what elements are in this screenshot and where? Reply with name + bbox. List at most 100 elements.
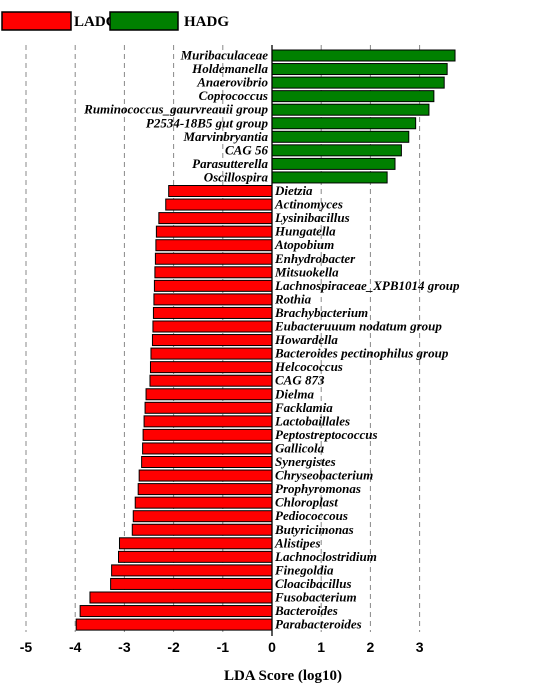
bar-label: Rothia xyxy=(274,291,312,306)
bar xyxy=(149,374,273,387)
bar xyxy=(149,361,273,374)
bar-label: Facklamia xyxy=(274,400,333,415)
bar xyxy=(271,90,435,103)
legend-label-ladg: LADG xyxy=(74,14,118,30)
bar xyxy=(271,157,396,170)
bars xyxy=(75,49,456,631)
x-tick-label: -4 xyxy=(69,639,82,655)
bar-label: Lachnoclostridium xyxy=(274,549,377,564)
bar xyxy=(271,117,417,130)
bar-label: Dielma xyxy=(274,386,314,401)
bar xyxy=(271,144,402,157)
bar-label: Parasutterella xyxy=(192,156,268,171)
bar-label: Enhydrobacter xyxy=(274,251,356,266)
bar-label: Brachybacterium xyxy=(274,305,368,320)
bar-label: P2534-18B5 gut group xyxy=(146,115,269,130)
bar-label: Parabacteroides xyxy=(275,617,362,632)
bar xyxy=(271,171,388,184)
bar-label: Actinomyces xyxy=(274,197,343,212)
bar-label: Hungatella xyxy=(274,224,336,239)
x-axis: -5 -4 -3 -2 -1 0 1 2 3 xyxy=(20,45,424,655)
bar-label: Butyricimonas xyxy=(274,522,354,537)
x-tick-label: 0 xyxy=(268,639,276,655)
bar xyxy=(79,605,273,618)
bar xyxy=(271,76,445,89)
bar xyxy=(154,266,273,279)
bar xyxy=(271,103,430,116)
bar xyxy=(155,239,273,252)
bar xyxy=(271,130,410,143)
bar-label: Prophyromonas xyxy=(275,481,361,496)
bar-label: Anaerovibrio xyxy=(196,75,268,90)
bar-labels: MuribaculaceaeHoldemanellaAnaerovibrioCo… xyxy=(83,48,460,632)
bar xyxy=(151,334,273,347)
bar xyxy=(144,401,273,414)
legend-swatch-hadg xyxy=(109,11,179,31)
bar xyxy=(89,591,273,604)
bar xyxy=(271,49,456,62)
bar xyxy=(118,537,273,550)
bar xyxy=(75,618,273,631)
bar-label: Bacteroides pectinophilus group xyxy=(274,346,449,361)
legend-swatch-ladg xyxy=(1,11,72,31)
bar-label: Lysinibacillus xyxy=(274,210,350,225)
bar-label: Chloroplast xyxy=(275,495,338,510)
bar xyxy=(154,252,273,265)
bar xyxy=(137,483,273,496)
x-tick-label: -5 xyxy=(20,639,33,655)
x-tick-label: -2 xyxy=(167,639,180,655)
bar xyxy=(117,550,273,563)
legend-label-hadg: HADG xyxy=(184,14,229,30)
x-tick-label: -1 xyxy=(217,639,230,655)
bar xyxy=(111,564,273,577)
bar xyxy=(271,63,448,76)
x-tick-label: 1 xyxy=(317,639,325,655)
bar xyxy=(150,347,273,360)
bar-label: Dietzia xyxy=(274,183,313,198)
bar xyxy=(155,225,273,238)
bar-label: Fusobacterium xyxy=(274,590,357,605)
bar xyxy=(132,510,273,523)
bar-label: CAG 873 xyxy=(275,373,325,388)
bar-label: Helcococcus xyxy=(274,359,343,374)
bar xyxy=(152,320,273,333)
bar-label: CAG 56 xyxy=(225,142,268,157)
x-tick-label: -3 xyxy=(118,639,131,655)
bar-label: Lactobaillales xyxy=(274,413,350,428)
bar-label: Muribaculaceae xyxy=(180,48,269,63)
bar-label: Lachnospiraceae_XPB1014 group xyxy=(274,278,460,293)
bar-label: Bacteroides xyxy=(274,603,338,618)
bar xyxy=(168,185,273,197)
bar xyxy=(134,496,273,509)
bar xyxy=(131,523,273,536)
bar-label: Oscillospira xyxy=(204,169,269,184)
bar xyxy=(142,442,273,455)
x-tick-label: 3 xyxy=(416,639,424,655)
bar xyxy=(153,293,273,306)
bar xyxy=(110,577,273,590)
x-tick-label: 2 xyxy=(367,639,375,655)
bar-label: Coprococcus xyxy=(199,88,268,103)
bar xyxy=(145,388,273,401)
bar xyxy=(152,306,273,319)
bar xyxy=(153,279,273,292)
bar-label: Atopobium xyxy=(274,237,334,252)
bar xyxy=(165,198,273,211)
x-axis-title: LDA Score (log10) xyxy=(224,668,342,684)
bar-label: Cloacibacillus xyxy=(275,576,352,591)
bar-label: Finegoldia xyxy=(274,562,334,577)
bar-label: Peptostreptococcus xyxy=(275,427,378,442)
bar xyxy=(142,428,273,441)
bar-label: Ruminococcus_gaurvreauii group xyxy=(83,102,268,117)
bar-label: Marvinbryantia xyxy=(182,129,268,144)
bar-label: Holdemanella xyxy=(191,61,268,76)
bar xyxy=(138,469,273,482)
bar xyxy=(141,456,273,468)
bar xyxy=(143,415,273,428)
bar-label: Alistipes xyxy=(274,535,321,550)
bar-label: Pediococcous xyxy=(275,508,348,523)
bar-label: Eubacteruuum nodatum group xyxy=(274,319,442,334)
bar-label: Howardella xyxy=(274,332,338,347)
bar-label: Gallicola xyxy=(275,440,325,455)
bar-label: Synergistes xyxy=(275,454,336,469)
